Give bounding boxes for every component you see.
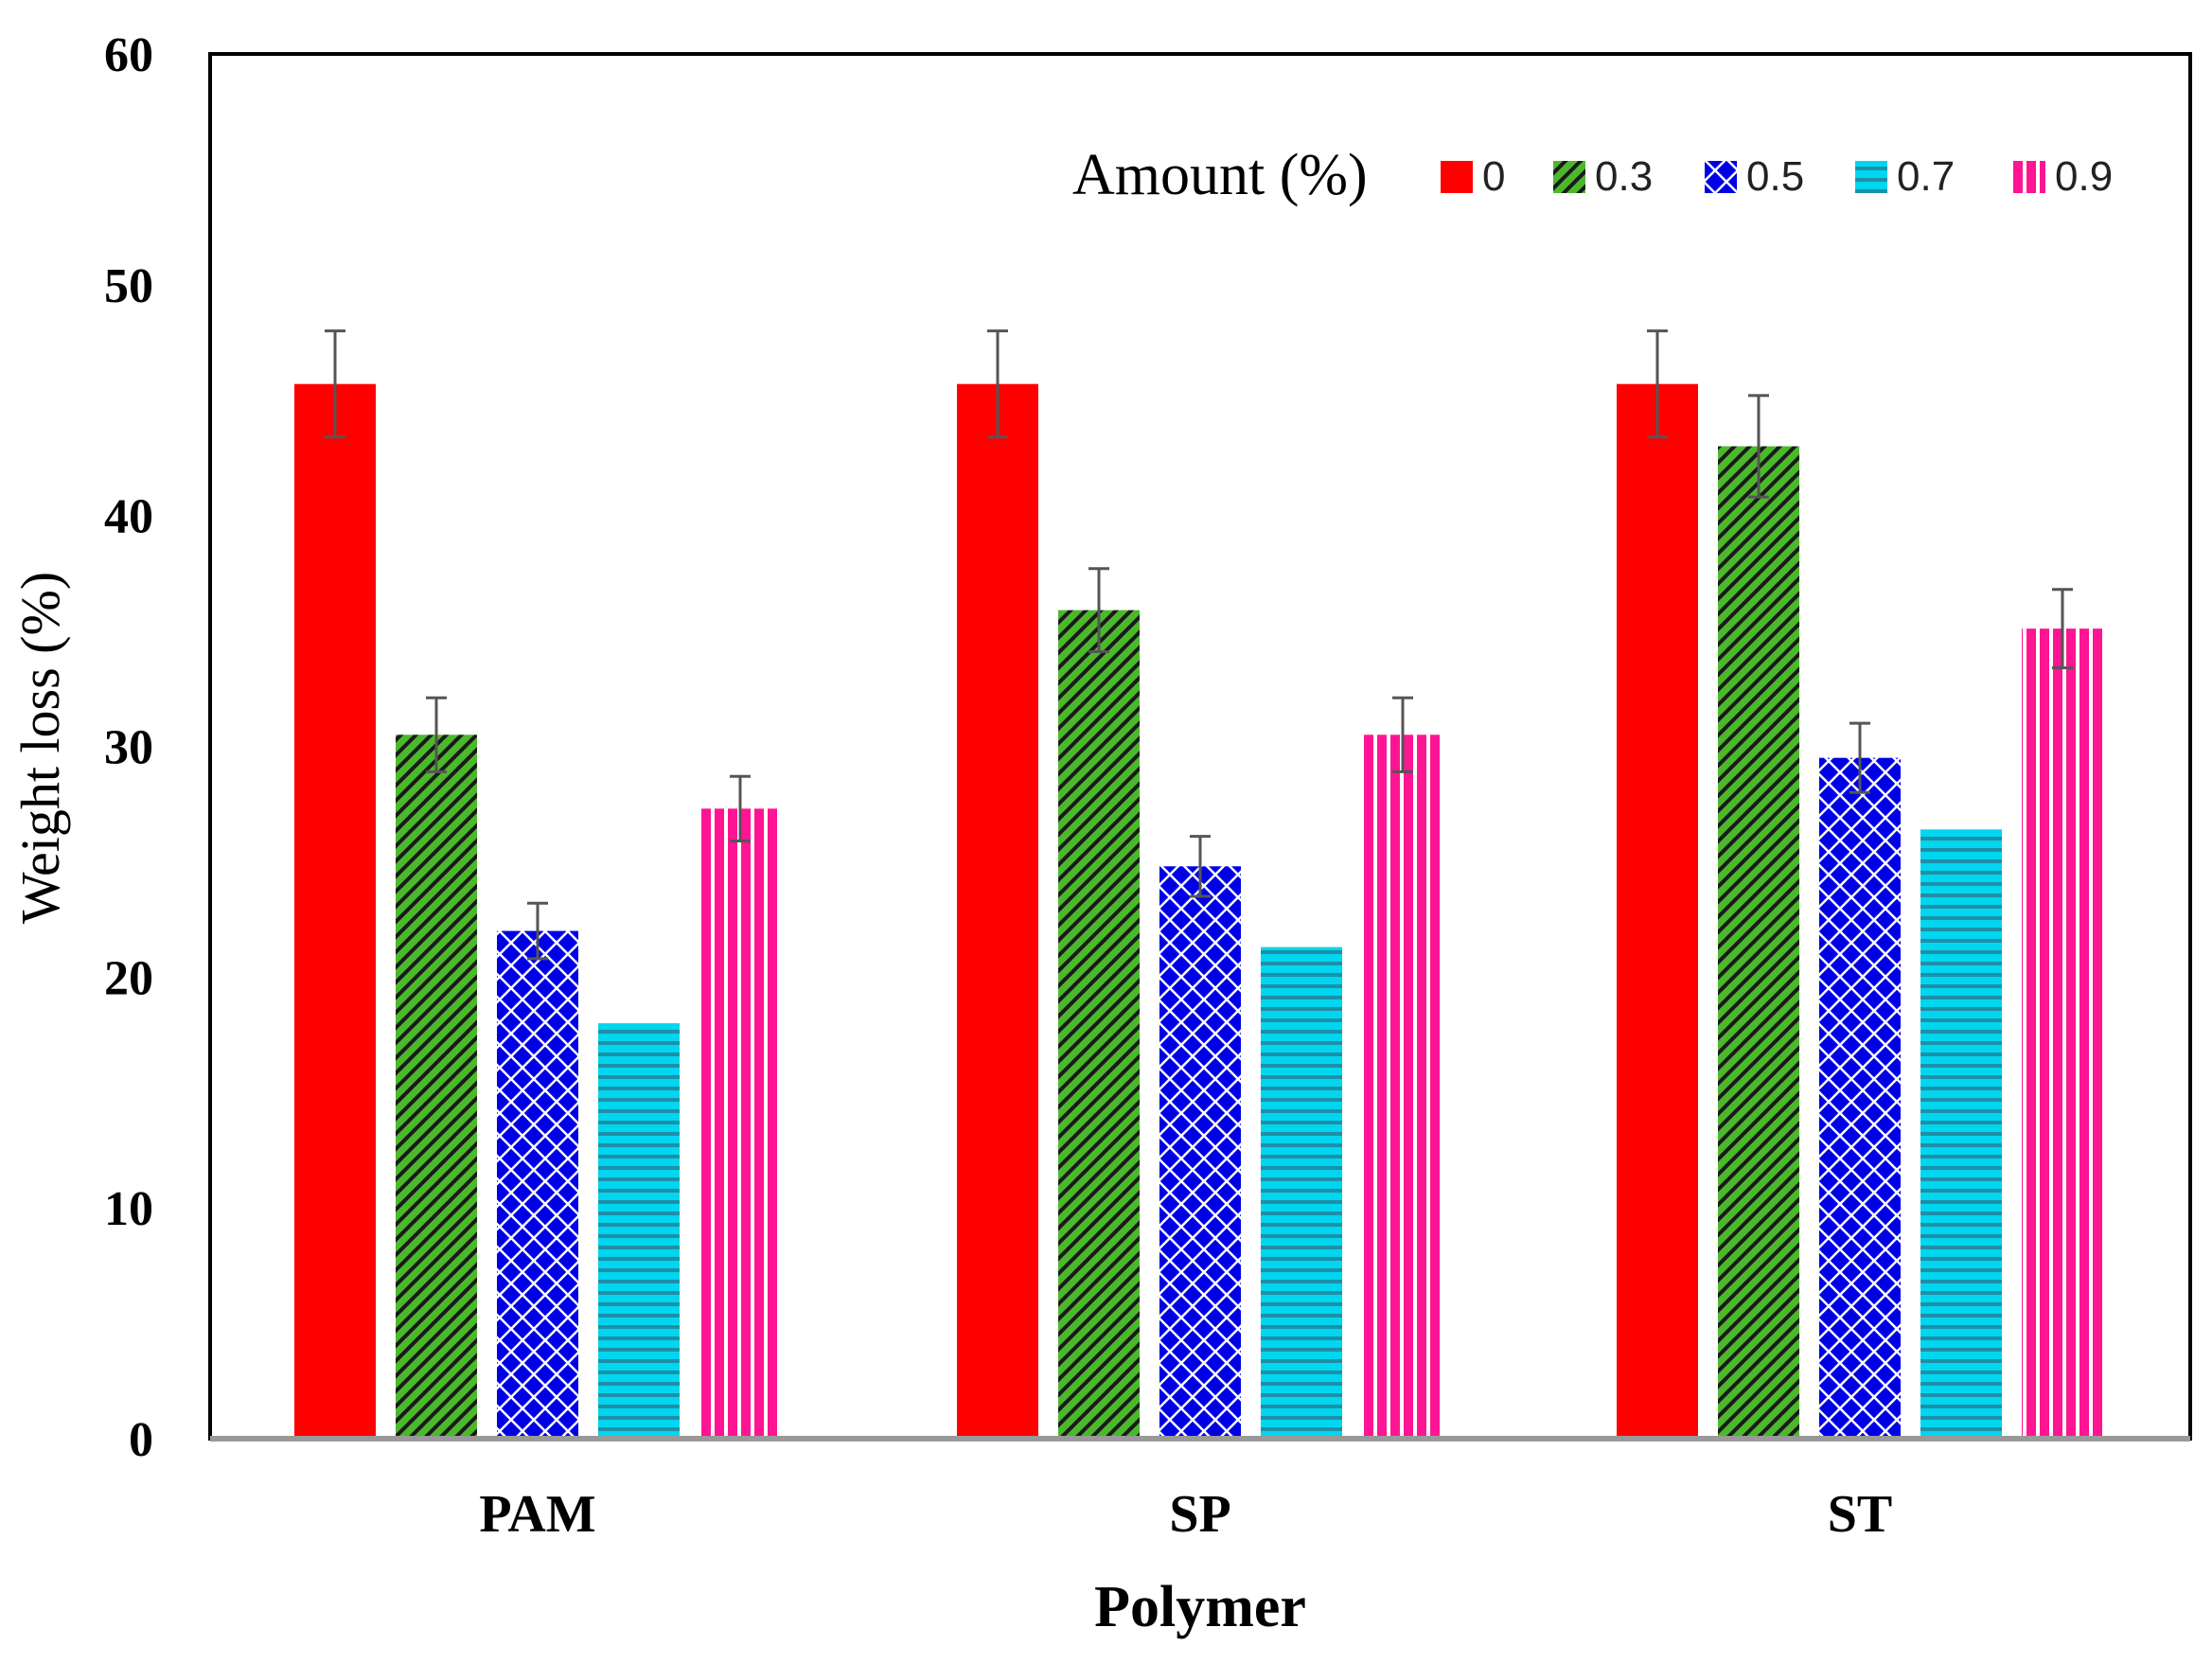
legend-title: Amount (%) <box>1072 143 1368 207</box>
bar-st-0_5 <box>1819 757 1901 1439</box>
error-bar <box>1190 835 1211 898</box>
legend-swatch <box>1855 161 1887 193</box>
legend-label: 0.7 <box>1897 153 1955 200</box>
y-tick-label: 0 <box>129 1413 153 1467</box>
x-axis-category-labels: PAM SP ST <box>479 1485 1892 1544</box>
bar-pam-0_3 <box>396 734 477 1439</box>
y-tick-label: 20 <box>104 951 153 1005</box>
bar-st-0_7 <box>1920 829 2002 1439</box>
bar-pam-0_9 <box>699 808 781 1439</box>
legend-label: 0.9 <box>2055 153 2113 200</box>
bar-sp-0_9 <box>1362 734 1443 1439</box>
bar-st-0_3 <box>1718 446 1799 1440</box>
legend-label: 0.3 <box>1595 153 1653 200</box>
y-axis-title: Weight loss (%) <box>9 572 71 924</box>
x-axis-title: Polymer <box>1094 1575 1306 1639</box>
error-bar <box>325 329 345 439</box>
legend-label: 0 <box>1482 153 1505 200</box>
bar-pam-0 <box>294 383 376 1440</box>
y-tick-label: 10 <box>104 1182 153 1236</box>
error-bar <box>426 696 447 773</box>
legend-swatch <box>1553 161 1585 193</box>
legend: Amount (%) 0 0.3 0.5 0.7 0.9 <box>1072 143 2113 207</box>
y-tick-label: 50 <box>104 259 153 313</box>
error-bar <box>1849 721 1870 794</box>
x-category-label: PAM <box>479 1485 595 1544</box>
bars-group <box>294 329 2103 1440</box>
legend-swatch <box>1705 161 1737 193</box>
error-bar <box>1647 329 1668 439</box>
x-category-label: ST <box>1828 1485 1893 1544</box>
error-bar <box>730 774 751 842</box>
legend-swatch <box>1441 161 1473 193</box>
bar-sp-0_5 <box>1159 866 1241 1439</box>
y-tick-label: 40 <box>104 490 153 544</box>
y-tick-label: 30 <box>104 721 153 775</box>
error-bar <box>1088 567 1109 654</box>
error-bar <box>2052 588 2073 670</box>
error-bar <box>1392 696 1413 773</box>
bar-st-0 <box>1617 383 1698 1440</box>
bar-sp-0_3 <box>1058 610 1140 1439</box>
y-axis-ticks: 0 10 20 30 40 50 60 <box>104 28 153 1467</box>
error-bar <box>987 329 1008 439</box>
bar-pam-0_5 <box>497 930 578 1439</box>
legend-swatch <box>2013 161 2045 193</box>
error-bar <box>1748 394 1769 499</box>
bar-sp-0_7 <box>1261 946 1342 1439</box>
x-category-label: SP <box>1169 1485 1230 1544</box>
y-tick-label: 60 <box>104 28 153 82</box>
bar-sp-0 <box>957 383 1038 1440</box>
error-bar <box>527 901 548 961</box>
bar-pam-0_7 <box>598 1023 680 1439</box>
legend-label: 0.5 <box>1746 153 1804 200</box>
bar-st-0_9 <box>2022 628 2103 1439</box>
